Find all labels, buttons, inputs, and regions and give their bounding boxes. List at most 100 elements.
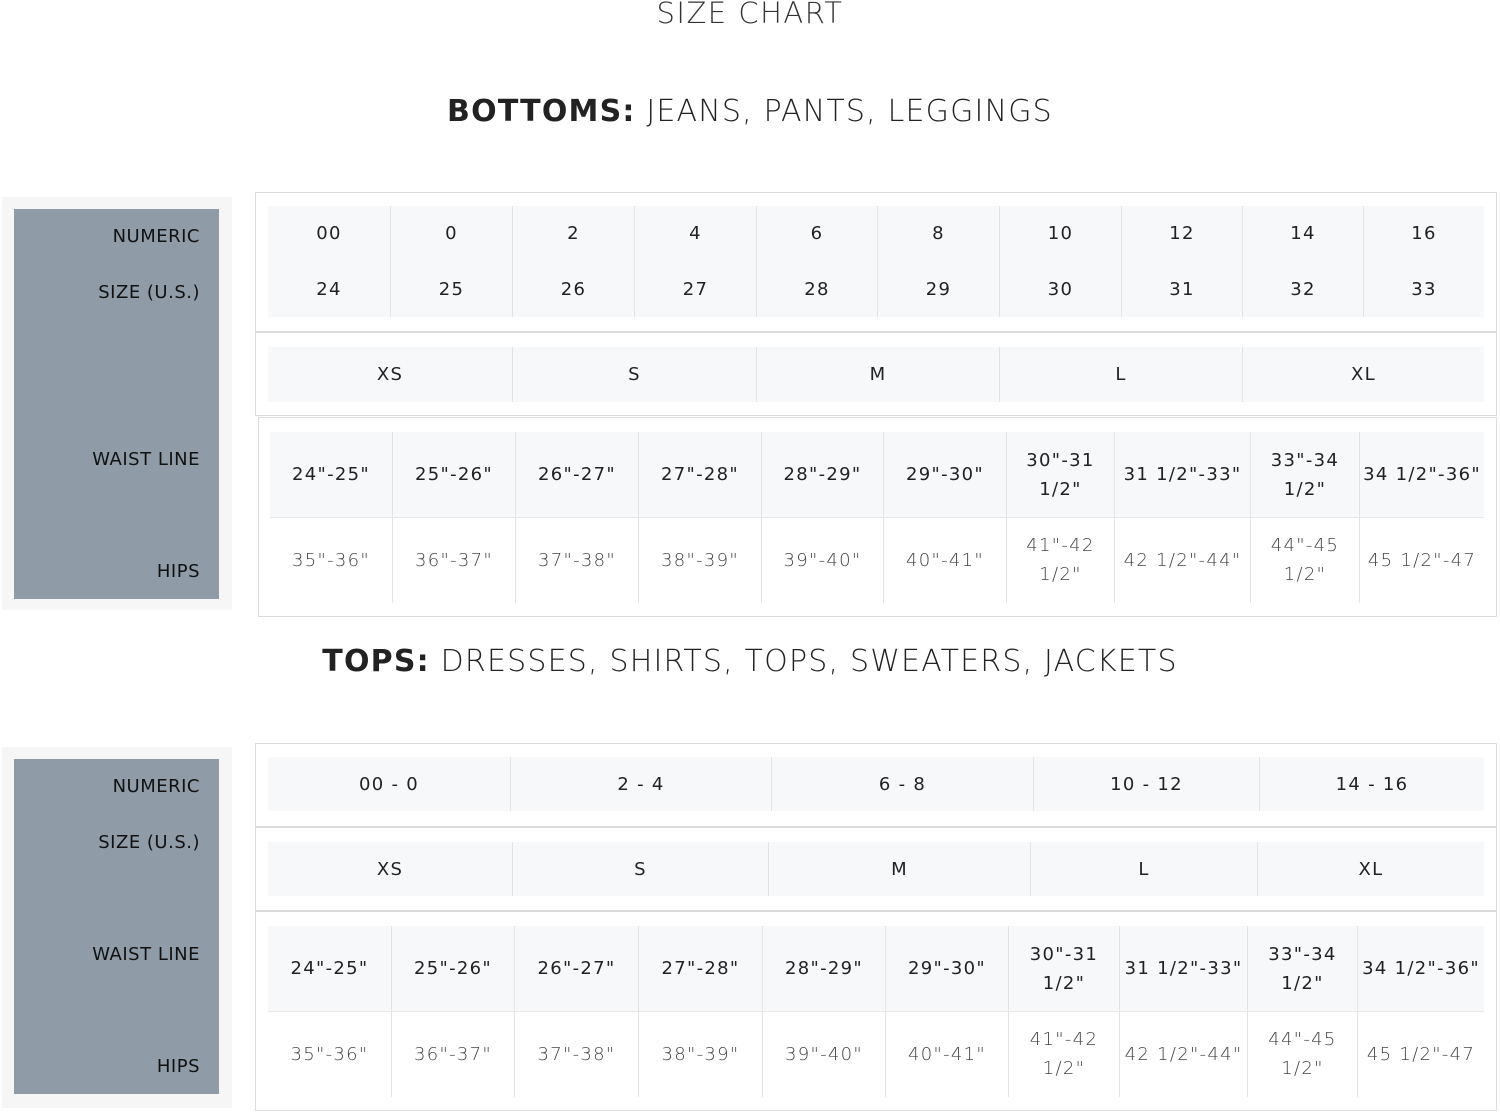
numeric-size-cell: 4 27 (634, 206, 756, 317)
numeric-size-cell: 16 33 (1363, 206, 1484, 317)
waist-size: 31 (1169, 278, 1195, 300)
numeric-size: 4 (689, 222, 702, 244)
hips-cell: 42 1/2"-44" (1119, 1011, 1247, 1097)
row-label-size: SIZE (U.S.) (98, 832, 200, 853)
waist-cell: 34 1/2"-36" (1357, 926, 1484, 1011)
row-label-waist: WAIST LINE (92, 449, 200, 470)
hips-cell: 44"-45 1/2" (1247, 1011, 1357, 1097)
numeric-size-cell: 6 - 8 (771, 757, 1033, 811)
page-title: SIZE CHART (656, 0, 844, 30)
numeric-size-cell: 12 31 (1121, 206, 1242, 317)
waist-cell: 25"-26" (392, 432, 515, 517)
hips-cell: 45 1/2"-47 (1359, 517, 1484, 603)
letter-size-cell: XS (268, 842, 512, 896)
waist-cell: 26"-27" (514, 926, 638, 1011)
row-label-hips: HIPS (156, 561, 200, 582)
waist-cell: 28"-29" (762, 926, 885, 1011)
numeric-size-cell: 00 24 (268, 206, 390, 317)
hips-cell: 41"-42 1/2" (1008, 1011, 1119, 1097)
letter-size-cell: S (512, 347, 756, 402)
section-heading-rest: DRESSES, SHIRTS, TOPS, SWEATERS, JACKETS (429, 644, 1178, 679)
row-label-size: SIZE (U.S.) (98, 282, 200, 303)
waist-cell: 25"-26" (391, 926, 514, 1011)
numeric-size-cell: 14 32 (1242, 206, 1363, 317)
waist-size: 33 (1411, 278, 1437, 300)
numeric-size: 8 (932, 222, 945, 244)
waist-size: 28 (804, 278, 830, 300)
waist-cell: 30"-31 1/2" (1008, 926, 1119, 1011)
waist-cell: 29"-30" (885, 926, 1008, 1011)
section-heading-rest: JEANS, PANTS, LEGGINGS (635, 94, 1053, 129)
label-panel (14, 759, 219, 1094)
hips-cell: 42 1/2"-44" (1114, 517, 1250, 603)
letter-size-cell: L (999, 347, 1242, 402)
numeric-size: 12 (1169, 222, 1195, 244)
row-label-numeric: NUMERIC (112, 226, 200, 247)
numeric-size-cell: 10 - 12 (1033, 757, 1259, 811)
row-label-hips: HIPS (156, 1056, 200, 1077)
numeric-size-cell: 10 30 (999, 206, 1121, 317)
waist-cell: 34 1/2"-36" (1359, 432, 1484, 517)
hips-cell: 37"-38" (514, 1011, 638, 1097)
section-heading: TOPS: DRESSES, SHIRTS, TOPS, SWEATERS, J… (0, 644, 1500, 679)
hips-cell: 37"-38" (515, 517, 638, 603)
row-divider (270, 517, 1484, 518)
waist-cell: 31 1/2"-33" (1114, 432, 1250, 517)
waist-cell: 28"-29" (761, 432, 883, 517)
letter-size-cell: XS (268, 347, 512, 402)
letter-size-cell: L (1030, 842, 1257, 896)
numeric-size-cell: 0 25 (390, 206, 512, 317)
section-heading: BOTTOMS: JEANS, PANTS, LEGGINGS (0, 94, 1500, 129)
hips-cell: 44"-45 1/2" (1250, 517, 1359, 603)
letter-size-cell: M (756, 347, 999, 402)
letter-size-cell: XL (1242, 347, 1484, 402)
waist-size: 27 (682, 278, 709, 300)
numeric-size-cell: 6 28 (756, 206, 877, 317)
numeric-size-cell: 2 - 4 (510, 757, 771, 811)
waist-size: 29 (925, 278, 952, 300)
waist-size: 24 (316, 278, 342, 300)
letter-size-cell: S (512, 842, 768, 896)
hips-cell: 35"-36" (292, 549, 370, 571)
row-label-numeric: NUMERIC (112, 776, 200, 797)
hips-cell: 39"-40" (761, 517, 883, 603)
hips-cell: 39"-40" (762, 1011, 885, 1097)
numeric-size: 10 (1047, 222, 1074, 244)
waist-cell: 29"-30" (883, 432, 1006, 517)
hips-cell: 35"-36" (290, 1043, 369, 1065)
numeric-size: 14 (1290, 222, 1316, 244)
row-label-waist: WAIST LINE (92, 944, 200, 965)
numeric-size: 00 (316, 222, 342, 244)
section-heading-bold: BOTTOMS: (447, 94, 636, 129)
waist-cell: 26"-27" (515, 432, 638, 517)
numeric-size-cell: 14 - 16 (1259, 757, 1484, 811)
letter-size-cell: XL (1257, 842, 1484, 896)
numeric-size: 2 (567, 222, 580, 244)
numeric-size: 6 (810, 222, 824, 244)
waist-cell: 33"-34 1/2" (1247, 926, 1357, 1011)
waist-cell: 27"-28" (638, 926, 762, 1011)
row-divider (268, 1011, 1484, 1012)
hips-cell: 38"-39" (638, 517, 761, 603)
numeric-size: 16 (1411, 222, 1437, 244)
hips-cell: 38"-39" (638, 1011, 762, 1097)
hips-cell: 40"-41" (885, 1011, 1008, 1097)
letter-size-cell: M (768, 842, 1030, 896)
waist-cell: 31 1/2"-33" (1119, 926, 1247, 1011)
waist-cell: 27"-28" (638, 432, 761, 517)
section-heading-bold: TOPS: (322, 644, 430, 679)
numeric-size-cell: 00 - 0 (268, 757, 510, 811)
numeric-size-cell: 8 29 (877, 206, 999, 317)
hips-cell: 40"-41" (883, 517, 1006, 603)
hips-cell: 36"-37" (392, 517, 515, 603)
waist-cell: 24"-25" (268, 926, 391, 1011)
waist-cell: 33"-34 1/2" (1250, 432, 1359, 517)
waist-size: 32 (1290, 278, 1316, 300)
hips-cell: 36"-37" (391, 1011, 514, 1097)
numeric-size-cell: 2 26 (512, 206, 634, 317)
waist-size: 26 (560, 278, 587, 300)
waist-size: 25 (438, 278, 465, 300)
hips-cell: 45 1/2"-47 (1357, 1011, 1484, 1097)
waist-cell: 24"-25" (270, 432, 392, 517)
label-panel (14, 209, 219, 599)
